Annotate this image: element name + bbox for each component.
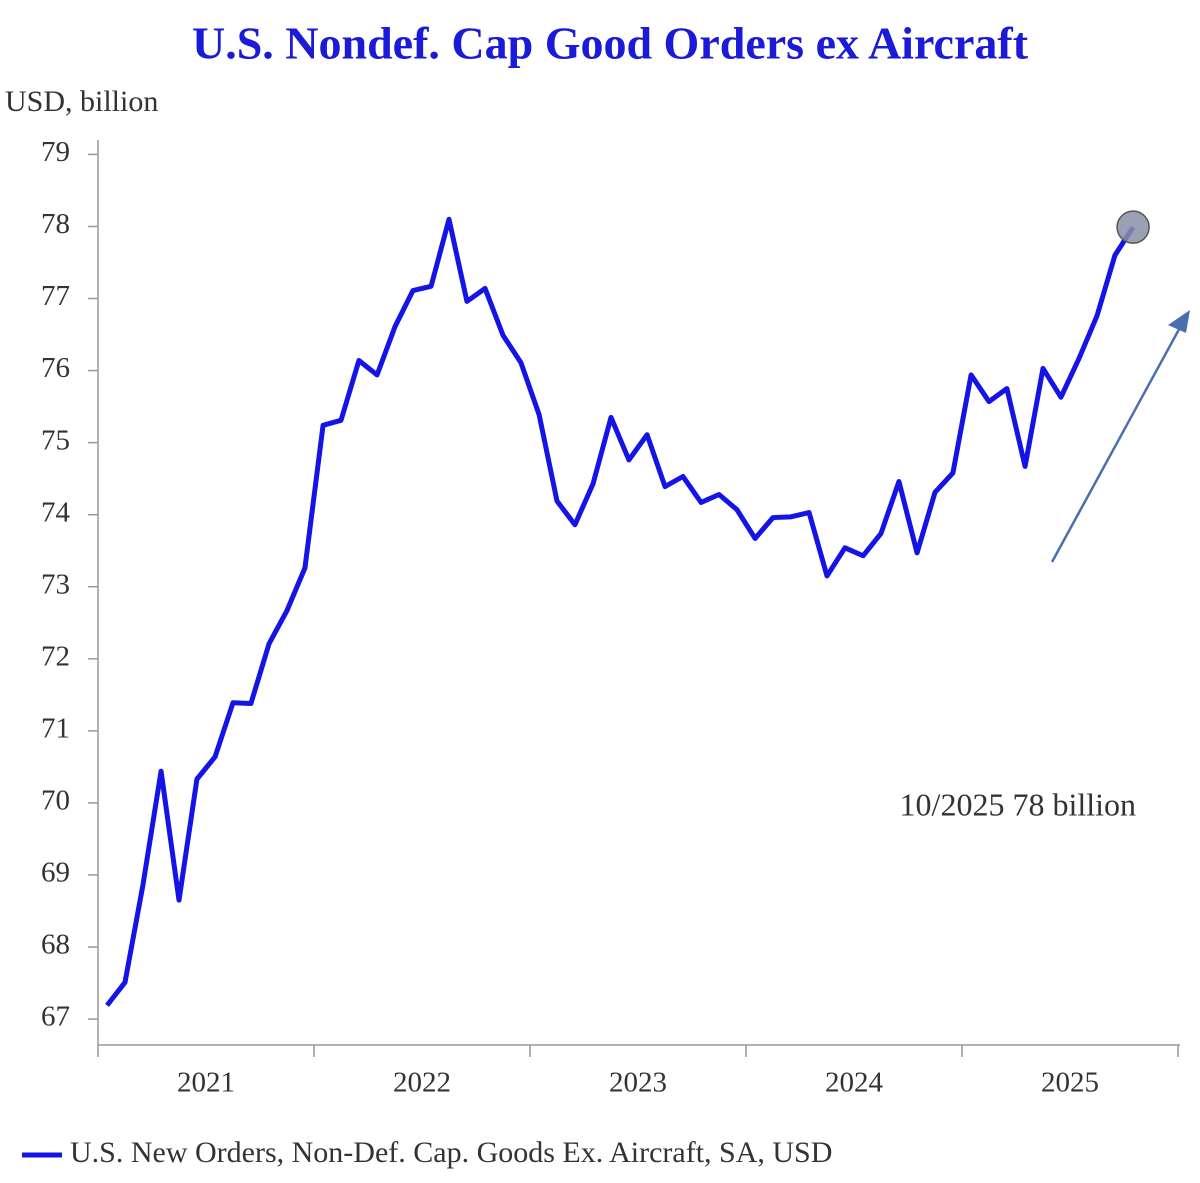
last-point-marker bbox=[1116, 210, 1150, 244]
y-tick-label: 74 bbox=[41, 496, 71, 528]
x-tick-label: 2022 bbox=[393, 1067, 451, 1099]
y-tick-label: 73 bbox=[41, 568, 70, 600]
y-tick-label: 78 bbox=[41, 208, 70, 240]
annotation: 10/2025 78 billion bbox=[900, 786, 1136, 822]
y-tick-label: 76 bbox=[41, 352, 70, 384]
y-tick-label: 70 bbox=[41, 785, 70, 817]
y-tick-label: 77 bbox=[41, 280, 70, 312]
data-line bbox=[105, 216, 1136, 1007]
y-tick-label: 72 bbox=[41, 640, 70, 672]
y-tick-label: 68 bbox=[41, 929, 70, 961]
chart-title: U.S. Nondef. Cap Good Orders ex Aircraft bbox=[192, 18, 1029, 69]
y-tick-label: 75 bbox=[41, 424, 70, 456]
y-axis-label: USD, billion bbox=[5, 85, 158, 118]
trend-arrowhead bbox=[1168, 310, 1190, 333]
y-tick-label: 79 bbox=[41, 136, 70, 168]
legend-label: U.S. New Orders, Non-Def. Cap. Goods Ex.… bbox=[70, 1136, 832, 1169]
x-tick-label: 2025 bbox=[1041, 1067, 1099, 1099]
x-tick-label: 2024 bbox=[825, 1067, 884, 1099]
y-tick-label: 69 bbox=[41, 857, 70, 889]
trend-arrow bbox=[1050, 321, 1185, 563]
y-tick-label: 67 bbox=[41, 1001, 70, 1033]
y-tick-label: 71 bbox=[41, 713, 70, 745]
x-tick-label: 2023 bbox=[609, 1067, 667, 1099]
x-tick-label: 2021 bbox=[177, 1067, 235, 1099]
